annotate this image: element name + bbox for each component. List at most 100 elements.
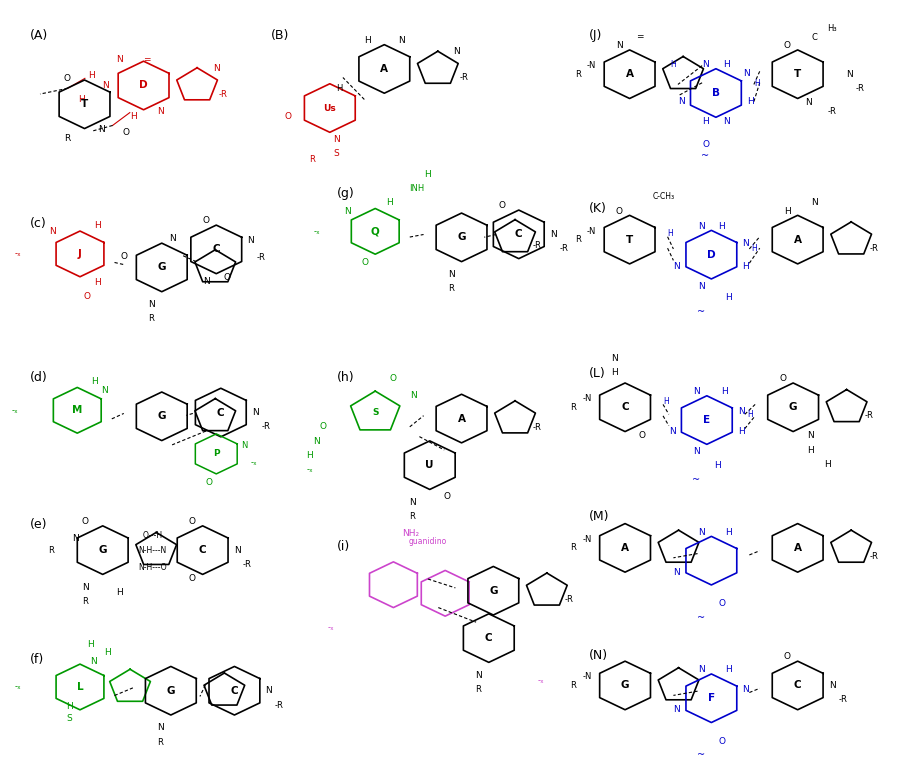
Text: C: C	[212, 244, 220, 254]
Text: F: F	[707, 694, 715, 703]
Text: H: H	[725, 527, 732, 536]
Text: A: A	[380, 64, 388, 74]
Text: N: N	[693, 387, 700, 396]
Text: N: N	[399, 36, 405, 45]
Text: -R: -R	[869, 243, 878, 253]
Text: -R: -R	[865, 411, 874, 420]
Text: H: H	[91, 377, 98, 386]
Text: N: N	[453, 47, 460, 56]
Text: D: D	[707, 250, 716, 259]
Text: A: A	[458, 414, 465, 423]
Text: N: N	[669, 427, 675, 436]
Text: C: C	[230, 686, 239, 696]
Text: H: H	[66, 703, 73, 711]
Text: C: C	[485, 633, 493, 643]
Text: =: =	[143, 55, 151, 64]
Text: C: C	[515, 230, 523, 240]
Text: T: T	[81, 99, 88, 109]
Text: H: H	[747, 97, 754, 106]
Text: (L): (L)	[589, 368, 605, 381]
Text: N: N	[157, 723, 164, 732]
Text: O: O	[702, 140, 709, 149]
Text: A: A	[621, 542, 629, 553]
Text: C: C	[794, 681, 802, 691]
Text: O: O	[443, 492, 451, 501]
Text: (c): (c)	[30, 217, 47, 230]
Text: N: N	[697, 282, 705, 291]
Text: H: H	[751, 244, 758, 253]
Text: (d): (d)	[30, 371, 48, 385]
Text: C: C	[217, 407, 225, 417]
Text: ~: ~	[697, 750, 705, 761]
Text: O: O	[498, 201, 505, 211]
Text: B: B	[712, 88, 720, 98]
Text: O: O	[189, 575, 196, 583]
Text: N: N	[678, 97, 685, 106]
Text: -ₓ: -ₓ	[250, 458, 258, 467]
Text: H: H	[725, 665, 732, 674]
Text: N: N	[101, 386, 108, 394]
Text: H: H	[723, 60, 729, 69]
Text: D: D	[139, 80, 148, 91]
Text: (B): (B)	[271, 29, 289, 42]
Text: (N): (N)	[589, 649, 608, 662]
Text: (i): (i)	[337, 540, 350, 553]
Text: O: O	[639, 431, 646, 440]
Text: A: A	[625, 69, 633, 79]
Text: H: H	[670, 60, 675, 69]
Text: A: A	[793, 542, 802, 553]
Text: (h): (h)	[337, 371, 355, 385]
Text: H: H	[754, 79, 760, 88]
Text: O: O	[718, 599, 725, 608]
Text: N: N	[266, 686, 272, 695]
Text: U: U	[426, 460, 434, 470]
Text: L: L	[77, 682, 83, 692]
Text: N: N	[148, 300, 154, 309]
Text: N: N	[345, 207, 351, 216]
Text: H: H	[667, 230, 674, 238]
Text: (J): (J)	[589, 29, 602, 42]
Text: H: H	[424, 169, 430, 179]
Text: -ₓ: -ₓ	[15, 682, 21, 691]
Text: -ₓ: -ₓ	[314, 227, 320, 236]
Text: O: O	[223, 273, 230, 282]
Text: R: R	[575, 69, 580, 79]
Text: N: N	[409, 497, 416, 507]
Text: (M): (M)	[589, 510, 610, 523]
Text: N: N	[611, 354, 618, 363]
Text: S: S	[372, 408, 378, 417]
Text: N: N	[738, 407, 745, 416]
Text: ~: ~	[697, 307, 705, 317]
Text: R: R	[570, 681, 576, 690]
Text: O: O	[361, 258, 368, 267]
Text: (e): (e)	[30, 518, 48, 531]
Text: -N: -N	[587, 61, 596, 70]
Text: H: H	[104, 649, 111, 657]
Text: N-H---N: N-H---N	[139, 546, 166, 555]
Text: N: N	[693, 447, 700, 456]
Text: -N: -N	[582, 394, 591, 403]
Text: C: C	[199, 545, 207, 555]
Text: R: R	[64, 134, 70, 143]
Text: N: N	[804, 98, 812, 108]
Text: -R: -R	[459, 73, 468, 82]
Text: (K): (K)	[589, 202, 607, 215]
Text: N: N	[674, 568, 680, 577]
Text: N: N	[616, 41, 622, 50]
Text: -N: -N	[582, 672, 591, 681]
Text: H: H	[714, 462, 720, 470]
Text: G: G	[489, 586, 497, 596]
Text: H: H	[807, 446, 813, 455]
Text: O: O	[83, 292, 90, 301]
Text: H: H	[364, 36, 370, 45]
Text: N: N	[697, 527, 705, 536]
Text: N: N	[475, 671, 482, 680]
Text: N: N	[742, 239, 749, 248]
Text: S: S	[67, 714, 72, 723]
Text: C: C	[812, 33, 818, 41]
Text: -ₓ: -ₓ	[12, 406, 18, 415]
Text: G: G	[789, 402, 797, 412]
Text: O: O	[784, 652, 791, 662]
Text: N: N	[723, 117, 729, 126]
Text: H₃: H₃	[827, 24, 837, 33]
